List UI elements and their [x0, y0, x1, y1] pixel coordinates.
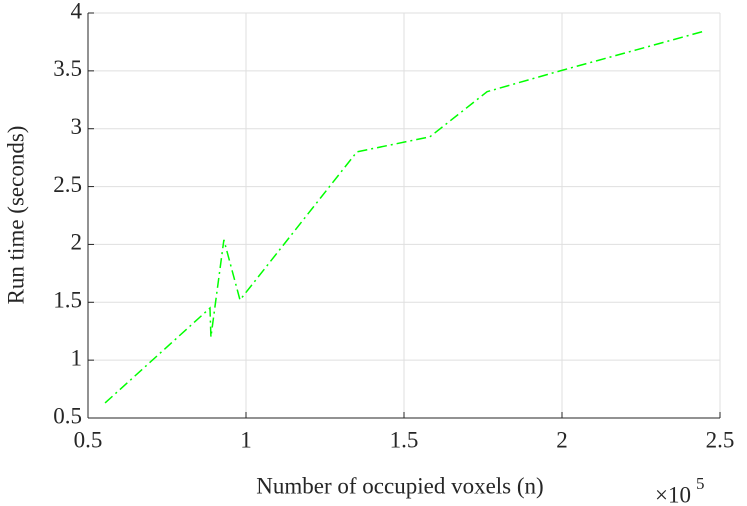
- y-tick-label: 0.5: [53, 403, 82, 428]
- x-tick-label: 2: [556, 427, 568, 452]
- y-tick-label: 1.5: [53, 288, 82, 313]
- y-tick-label: 2.5: [53, 172, 82, 197]
- x-multiplier-exponent: 5: [696, 474, 705, 493]
- x-tick-label: 1.5: [390, 427, 419, 452]
- y-tick-label: 1: [71, 345, 83, 370]
- x-tick-label: 0.5: [74, 427, 103, 452]
- y-tick-label: 3: [71, 114, 83, 139]
- x-axis-label: Number of occupied voxels (n): [256, 473, 543, 498]
- y-tick-label: 4: [71, 0, 83, 23]
- y-tick-label: 3.5: [53, 56, 82, 81]
- x-multiplier-base: ×10: [655, 482, 691, 506]
- x-tick-label: 2.5: [706, 427, 735, 452]
- y-tick-label: 2: [71, 230, 83, 255]
- y-axis-label: Run time (seconds): [3, 126, 28, 305]
- x-tick-label: 1: [240, 427, 252, 452]
- data-line: [104, 30, 704, 404]
